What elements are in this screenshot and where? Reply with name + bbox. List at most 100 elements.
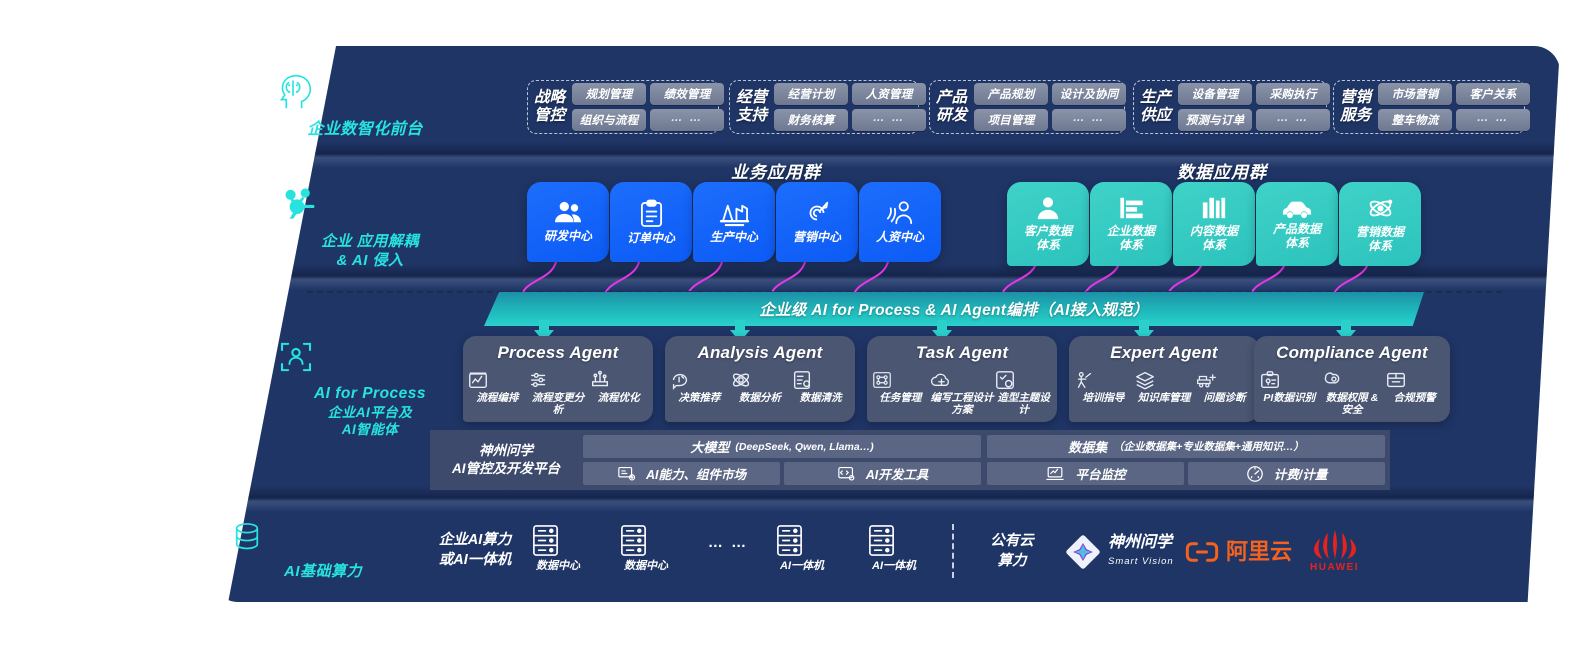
chip[interactable]: 预测与订单: [1178, 109, 1253, 131]
task-network-icon: [871, 369, 930, 391]
chip[interactable]: 人资管理: [852, 83, 927, 105]
agent-skill[interactable]: 合规预警: [1385, 369, 1445, 405]
chip[interactable]: 财务核算: [774, 109, 849, 131]
chip[interactable]: 设备管理: [1178, 83, 1253, 105]
building-icon: [1118, 195, 1145, 221]
chip[interactable]: 产品规划: [974, 83, 1049, 105]
domain-group-strategy[interactable]: 战略 管控 规划管理 绩效管理 组织与流程 … …: [527, 80, 725, 134]
platform-large-model[interactable]: 大模型 (DeepSeek, Qwen, Llama…): [583, 435, 981, 458]
infra-node-ai-appliance-2[interactable]: AI一体机: [866, 524, 922, 573]
vendor-sub: Smart Vision: [1108, 556, 1174, 567]
platform-large-model-label: 大模型: [690, 440, 730, 455]
infra-node-ai-appliance-1[interactable]: AI一体机: [774, 524, 830, 573]
chip[interactable]: … …: [1052, 109, 1127, 131]
agent-title: Compliance Agent: [1276, 343, 1428, 362]
layers-icon: [1134, 369, 1194, 391]
app-card-marketing-center[interactable]: 营销中心: [776, 182, 858, 262]
vendor-name: 阿里云: [1226, 539, 1293, 564]
agent-skill[interactable]: 流程变更分析: [528, 369, 588, 417]
agent-skill[interactable]: 培训指导: [1073, 369, 1133, 405]
domain-group-operations[interactable]: 经营 支持 经营计划 人资管理 财务核算 … …: [729, 80, 927, 134]
user-avatar-icon: [1035, 195, 1061, 221]
app-card-enterprise-data[interactable]: 企业数据 体系: [1090, 182, 1172, 266]
data-group-title: 数据应用群: [1177, 163, 1267, 182]
vendor-logo-aliyun[interactable]: 阿里云: [1185, 540, 1292, 563]
chip[interactable]: 经营计划: [774, 83, 849, 105]
chip[interactable]: … …: [650, 109, 725, 131]
app-card-order-center[interactable]: 订单中心: [610, 182, 692, 262]
ai-platform-strip: 神州问学 AI管控及开发平台 大模型 (DeepSeek, Qwen, Llam…: [430, 430, 1390, 490]
business-group-title: 业务应用群: [731, 163, 821, 182]
atom-analysis-icon: [730, 369, 790, 391]
app-card-marketing-data[interactable]: 营销数据 体系: [1339, 182, 1421, 266]
infra-node-datacenter-1[interactable]: 数据中心: [530, 524, 586, 573]
agent-card-process[interactable]: Process Agent 流程编排 流程变更分析: [463, 336, 653, 422]
app-card-rd-center[interactable]: 研发中心: [527, 182, 609, 262]
agent-skill[interactable]: 数据权限 & 安全: [1322, 369, 1382, 417]
vendor-logo-huawei[interactable]: HUAWEI: [1310, 528, 1359, 574]
diagnose-icon: [1195, 369, 1255, 391]
app-card-content-data[interactable]: 内容数据 体系: [1173, 182, 1255, 266]
agent-skill-label: 数据清洗: [799, 392, 842, 404]
server-rack-icon: [530, 524, 586, 557]
agent-skill[interactable]: 流程优化: [589, 369, 649, 405]
chip[interactable]: 组织与流程: [572, 109, 647, 131]
app-card-production-center[interactable]: 生产中心: [693, 182, 775, 262]
app-card-product-data[interactable]: 产品数据 体系: [1256, 182, 1338, 266]
data-clean-icon: [791, 369, 851, 391]
platform-brand: 神州问学 AI管控及开发平台: [435, 435, 577, 485]
alert-archive-icon: [1385, 369, 1445, 391]
platform-left-column: 大模型 (DeepSeek, Qwen, Llama…) AI能力、组件市场: [583, 435, 981, 485]
infra-node-datacenter-2[interactable]: 数据中心: [618, 524, 674, 573]
agent-skill[interactable]: PI数据识别: [1259, 369, 1319, 405]
vendor-logo-smartvision[interactable]: 神州问学 Smart Vision: [1065, 534, 1174, 570]
agent-card-analysis[interactable]: Analysis Agent 决策推荐: [665, 336, 855, 422]
chip[interactable]: … …: [1456, 109, 1531, 131]
domain-name-marketing-service: 营销 服务: [1340, 88, 1372, 124]
chip[interactable]: 客户关系: [1456, 83, 1531, 105]
ai-orchestration-banner[interactable]: 企业级 AI for Process & AI Agent编排（AI接入规范）: [484, 292, 1424, 326]
agent-skill[interactable]: 任务管理: [871, 369, 930, 405]
chip[interactable]: 整车物流: [1378, 109, 1453, 131]
platform-cell-billing[interactable]: 计费/计量: [1188, 462, 1385, 485]
chip[interactable]: … …: [852, 109, 927, 131]
agent-skill[interactable]: 编写工程设计方案: [930, 369, 995, 417]
app-card-label: 生产中心: [709, 229, 758, 244]
platform-cell-dev-tool[interactable]: AI开发工具: [784, 462, 981, 485]
chip[interactable]: 采购执行: [1256, 83, 1331, 105]
infra-enterprise-compute-label: 企业AI算力 或AI一体机: [438, 532, 512, 568]
platform-cell-components-market[interactable]: AI能力、组件市场: [583, 462, 780, 485]
domain-name-product-rd: 产品 研发: [936, 88, 968, 124]
agent-skill[interactable]: 流程编排: [467, 369, 527, 405]
chip[interactable]: 设计及协同: [1052, 83, 1127, 105]
app-card-label: 产品数据 体系: [1272, 222, 1321, 250]
platform-cell-monitor[interactable]: 平台监控: [987, 462, 1184, 485]
platform-left-cells: AI能力、组件市场 AI开发工具: [583, 462, 981, 485]
app-card-customer-data[interactable]: 客户数据 体系: [1007, 182, 1089, 266]
app-card-hr-center[interactable]: 人资中心: [859, 182, 941, 262]
atom-icon: [1367, 195, 1394, 222]
agent-card-task[interactable]: Task Agent 任务管理: [867, 336, 1057, 422]
agent-skill[interactable]: 问题诊断: [1195, 369, 1255, 405]
agent-skill-label: 流程优化: [597, 392, 640, 404]
agent-skill[interactable]: 知识库管理: [1134, 369, 1194, 405]
side-label-front-office-text: 企业数智化前台: [307, 121, 423, 138]
agent-skill[interactable]: 数据清洗: [791, 369, 851, 405]
app-card-label: 内容数据 体系: [1189, 224, 1238, 252]
chip[interactable]: … …: [1256, 109, 1331, 131]
chip[interactable]: 市场营销: [1378, 83, 1453, 105]
domain-group-product-rd[interactable]: 产品 研发 产品规划 设计及协同 项目管理 … …: [929, 80, 1127, 134]
domain-group-marketing-service[interactable]: 营销 服务 市场营销 客户关系 整车物流 … …: [1333, 80, 1531, 134]
agent-card-expert[interactable]: Expert Agent 培训指导: [1069, 336, 1259, 422]
domain-group-production-supply[interactable]: 生产 供应 设备管理 采购执行 预测与订单 … …: [1133, 80, 1331, 134]
chip[interactable]: 规划管理: [572, 83, 647, 105]
chip[interactable]: 绩效管理: [650, 83, 725, 105]
platform-brand-line1: 神州问学: [479, 442, 533, 458]
agent-card-compliance[interactable]: Compliance Agent PI数据识别: [1254, 336, 1450, 422]
agent-skill[interactable]: 决策推荐: [669, 369, 729, 405]
agent-skill[interactable]: 数据分析: [730, 369, 790, 405]
factory-machine-icon: [719, 200, 750, 227]
chip[interactable]: 项目管理: [974, 109, 1049, 131]
platform-dataset[interactable]: 数据集 （企业数据集+专业数据集+通用知识…）: [987, 435, 1385, 458]
agent-skill[interactable]: 造型主题设计: [994, 369, 1053, 417]
